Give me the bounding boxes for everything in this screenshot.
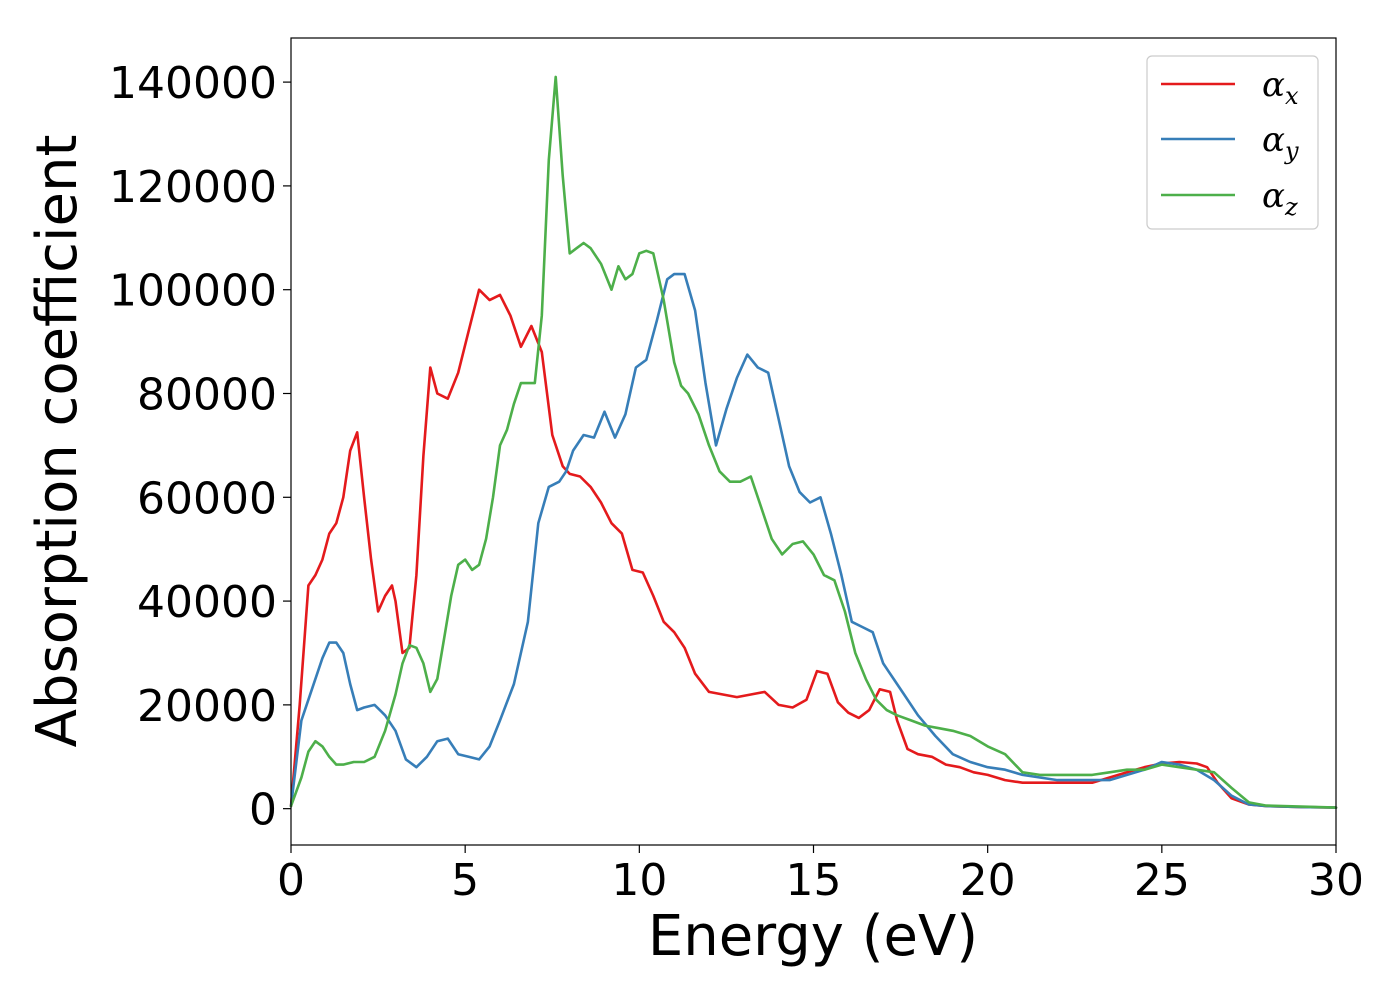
y-axis-ticks: 0 20000 40000 60000 80000 100000 120000 140000 (109, 58, 291, 836)
y-tick-label: 40000 (137, 577, 277, 628)
y-tick-label: 20000 (137, 681, 277, 732)
x-tick-label: 0 (277, 855, 305, 906)
x-tick-label: 20 (960, 855, 1016, 906)
legend-box (1146, 55, 1319, 230)
y-tick-label: 60000 (137, 473, 277, 524)
series-layer (289, 75, 1338, 809)
x-axis-ticks: 0 5 10 15 20 25 30 (277, 845, 1364, 906)
x-tick-label: 25 (1134, 855, 1190, 906)
legend-label-alpha-y: αy (1262, 120, 1299, 165)
x-tick-label: 10 (611, 855, 667, 906)
y-tick-label: 80000 (137, 369, 277, 420)
x-tick-label: 30 (1308, 855, 1364, 906)
x-tick-label: 5 (451, 855, 479, 906)
x-tick-label: 15 (786, 855, 842, 906)
y-tick-label: 0 (249, 785, 277, 836)
x-axis-title: Energy (eV) (648, 904, 978, 969)
y-axis-title: Absorption coefficient (25, 135, 90, 748)
series-line-alpha-z (289, 75, 1338, 809)
y-tick-label: 120000 (109, 162, 277, 213)
y-tick-label: 100000 (109, 266, 277, 317)
series-line-alpha-y (289, 272, 1338, 809)
y-tick-label: 140000 (109, 58, 277, 109)
series-line-alpha-x (289, 288, 1338, 809)
